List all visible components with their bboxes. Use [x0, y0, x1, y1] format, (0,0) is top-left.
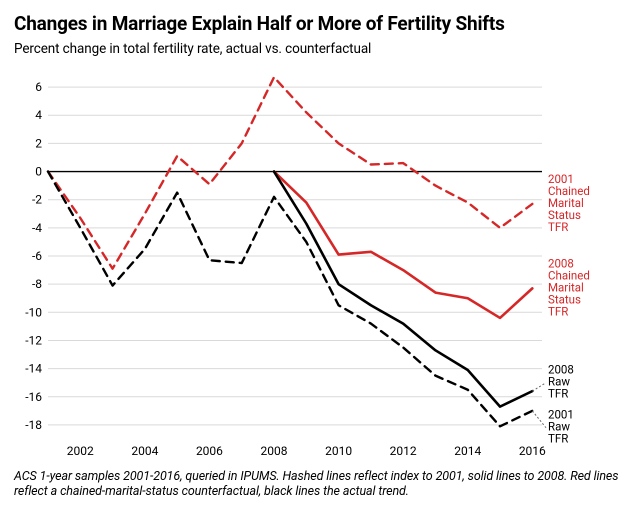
svg-text:2014: 2014: [454, 444, 481, 458]
svg-text:-12: -12: [25, 333, 42, 347]
svg-text:2016: 2016: [519, 444, 546, 458]
figure-container: Changes in Marriage Explain Half or More…: [0, 0, 640, 529]
chart-caption: ACS 1-year samples 2001-2016, queried in…: [14, 469, 626, 499]
svg-text:4: 4: [35, 108, 42, 122]
svg-text:2012: 2012: [390, 444, 417, 458]
svg-text:0: 0: [35, 165, 42, 179]
svg-text:-14: -14: [25, 362, 42, 376]
svg-text:-18: -18: [25, 418, 42, 432]
svg-text:2006: 2006: [196, 444, 223, 458]
svg-text:-4: -4: [32, 221, 42, 235]
svg-text:6: 6: [35, 80, 42, 94]
svg-text:2010: 2010: [325, 444, 352, 458]
chart-title: Changes in Marriage Explain Half or More…: [14, 12, 626, 35]
svg-text:2: 2: [35, 136, 42, 150]
chart-plot: -18 -16 -14 -12 -10 -8 -6 -4 -2 0 2 4 6 2002 2004 2006 2…: [14, 63, 626, 467]
svg-text:-2: -2: [32, 193, 42, 207]
svg-text:-16: -16: [25, 390, 42, 404]
svg-text:2004: 2004: [131, 444, 158, 458]
chart-subtitle: Percent change in total fertility rate, …: [14, 41, 626, 57]
svg-text:2008: 2008: [261, 444, 288, 458]
svg-text:-6: -6: [32, 249, 42, 263]
svg-text:-10: -10: [25, 305, 42, 319]
svg-text:2002: 2002: [67, 444, 94, 458]
svg-text:-8: -8: [32, 277, 42, 291]
chart-svg: -18 -16 -14 -12 -10 -8 -6 -4 -2 0 2 4 6 2002 2004 2006 2…: [14, 63, 626, 463]
